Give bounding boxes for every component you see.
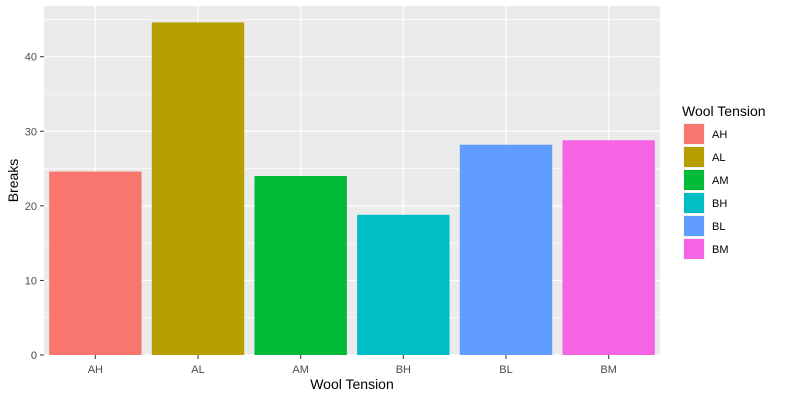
x-tick-label: AH (88, 364, 103, 376)
y-axis-title: Breaks (5, 159, 21, 203)
legend-swatch (684, 124, 704, 144)
legend-label: BH (712, 198, 727, 210)
y-tick-label: 20 (25, 201, 37, 213)
y-tick-label: 40 (25, 52, 37, 64)
x-tick-label: AM (292, 364, 309, 376)
x-tick-label: BM (600, 364, 617, 376)
plot-panel (44, 6, 660, 355)
legend-title: Wool Tension (682, 103, 766, 119)
legend-label: AH (712, 129, 727, 141)
legend-swatch (684, 216, 704, 236)
legend-label: AM (712, 175, 729, 187)
y-tick-label: 0 (31, 350, 37, 362)
legend-swatch (684, 170, 704, 190)
legend: Wool Tension AH AL AM BH BL BM (682, 103, 766, 260)
bars (49, 22, 655, 356)
x-axis-title: Wool Tension (310, 376, 394, 392)
bar-bm (562, 140, 655, 355)
legend-swatch (684, 193, 704, 213)
x-tick-label: BH (396, 364, 411, 376)
y-axis: 0 10 20 30 40 (25, 52, 44, 362)
bar-bl (459, 144, 553, 355)
x-tick-label: AL (191, 364, 204, 376)
bar-bh (357, 214, 450, 355)
x-axis: AH AL AM BH BL BM (88, 355, 617, 376)
y-tick-label: 10 (25, 275, 37, 287)
legend-swatch (684, 147, 704, 167)
legend-label: BM (712, 244, 729, 256)
legend-swatch (684, 239, 704, 259)
legend-label: AL (712, 152, 725, 164)
legend-label: BL (712, 221, 725, 233)
y-tick-label: 30 (25, 126, 37, 138)
bar-ah (49, 171, 142, 355)
bar-al (151, 22, 245, 356)
bar-am (254, 176, 347, 355)
x-tick-label: BL (499, 364, 512, 376)
